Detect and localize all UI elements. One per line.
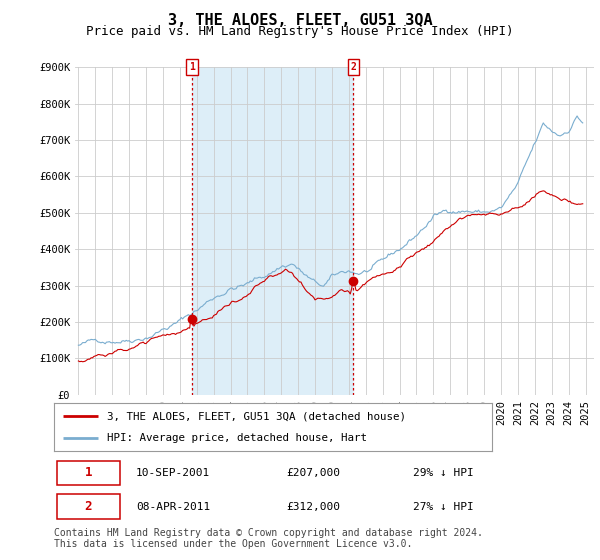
Text: 3, THE ALOES, FLEET, GU51 3QA: 3, THE ALOES, FLEET, GU51 3QA (167, 13, 433, 28)
Text: £312,000: £312,000 (286, 502, 340, 511)
Bar (56, 460, 120, 485)
Text: 1: 1 (189, 62, 194, 72)
Text: 2: 2 (350, 62, 356, 72)
Bar (191, 67, 353, 395)
Bar (56, 494, 120, 519)
Text: 29% ↓ HPI: 29% ↓ HPI (413, 468, 474, 478)
Text: 08-APR-2011: 08-APR-2011 (136, 502, 210, 511)
Text: 2: 2 (85, 500, 92, 513)
Text: Price paid vs. HM Land Registry's House Price Index (HPI): Price paid vs. HM Land Registry's House … (86, 25, 514, 38)
Text: £207,000: £207,000 (286, 468, 340, 478)
Text: Contains HM Land Registry data © Crown copyright and database right 2024.
This d: Contains HM Land Registry data © Crown c… (54, 528, 483, 549)
Text: 27% ↓ HPI: 27% ↓ HPI (413, 502, 474, 511)
Text: 1: 1 (85, 466, 92, 479)
Text: 3, THE ALOES, FLEET, GU51 3QA (detached house): 3, THE ALOES, FLEET, GU51 3QA (detached … (107, 411, 406, 421)
Text: HPI: Average price, detached house, Hart: HPI: Average price, detached house, Hart (107, 433, 367, 443)
Text: 10-SEP-2001: 10-SEP-2001 (136, 468, 210, 478)
